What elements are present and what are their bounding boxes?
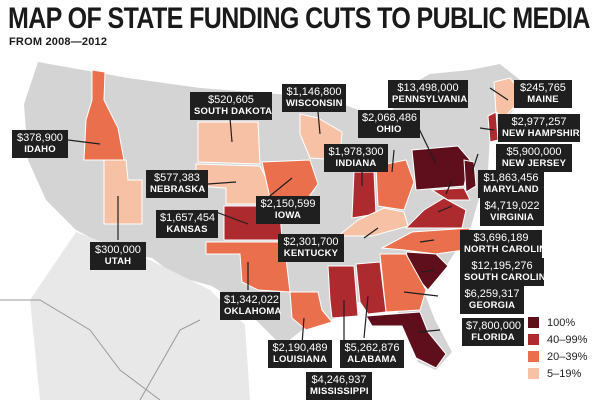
legend-swatch — [528, 317, 539, 328]
state-mississippi — [327, 265, 359, 319]
callout-pennsylvania: $13,498,000 PENNSYLVANIA — [388, 80, 468, 108]
callout-georgia: $6,259,317 GEORGIA — [460, 286, 524, 314]
state-alabama — [355, 261, 387, 315]
callout-indiana: $1,978,300 INDIANA — [324, 144, 388, 172]
legend-label: 5–19% — [547, 367, 582, 380]
legend-swatch — [528, 334, 539, 345]
callout-mississippi: $4,246,937 MISSISSIPPI — [306, 372, 372, 400]
legend-swatch — [528, 351, 539, 362]
legend-item-5-19: 5–19% — [528, 365, 587, 382]
state-virginia — [404, 197, 467, 229]
callout-idaho: $378,900 IDAHO — [12, 130, 68, 158]
state-ohio — [375, 159, 415, 211]
state-indiana — [351, 171, 377, 219]
callout-kansas: $1,657,454 KANSAS — [156, 210, 218, 238]
callout-wisconsin: $1,146,800 WISCONSIN — [282, 84, 346, 112]
legend-label: 40–99% — [547, 333, 588, 346]
legend: 100% 40–99% 20–39% 5–19% — [528, 314, 587, 382]
state-utah — [103, 159, 143, 225]
callout-new-jersey: $5,900,000 NEW JERSEY — [496, 144, 572, 172]
legend-swatch — [528, 368, 539, 379]
callout-virginia: $4,719,022 VIRGINIA — [480, 198, 544, 226]
callout-iowa: $2,150,599 IOWA — [256, 196, 320, 224]
callout-kentucky: $2,301,700 KENTUCKY — [278, 234, 344, 262]
callout-louisiana: $2,190,489 LOUISIANA — [268, 340, 332, 368]
callout-new-hampshire: $2,977,257 NEW HAMPSHIRE — [498, 114, 586, 142]
legend-item-40-99: 40–99% — [528, 331, 587, 348]
hawaii-outline — [139, 319, 201, 400]
state-kentucky — [336, 207, 409, 237]
state-louisiana — [289, 291, 333, 331]
legend-label: 100% — [547, 316, 576, 329]
legend-label: 20–39% — [547, 350, 588, 363]
mexico-land — [30, 232, 250, 400]
callout-oklahoma: $1,342,022 OKLAHOMA — [220, 292, 281, 320]
callout-maine: $245,765 MAINE — [514, 80, 572, 108]
callout-alabama: $5,262,876 ALABAMA — [340, 340, 404, 368]
state-maryland — [430, 187, 471, 201]
callout-florida: $7,800,000 FLORIDA — [462, 318, 524, 346]
leader-lines — [67, 87, 509, 368]
callout-north-carolina: $3,696,189 NORTH CAROLINA — [460, 230, 553, 258]
map-title: MAP OF STATE FUNDING CUTS TO PUBLIC MEDI… — [8, 2, 590, 36]
alaska-outline — [0, 299, 161, 400]
callout-maryland: $1,863,456 MARYLAND — [478, 170, 544, 198]
legend-item-100: 100% — [528, 314, 587, 331]
state-pennsylvania — [411, 145, 471, 191]
callout-utah: $300,000 UTAH — [90, 242, 146, 270]
map-subtitle: FROM 2008—2012 — [9, 36, 108, 48]
callout-nebraska: $577,383 NEBRASKA — [146, 170, 208, 198]
callout-south-carolina: $12,195,276 SOUTH CAROLINA — [460, 258, 553, 286]
state-new-hampshire — [487, 111, 499, 143]
callout-ohio: $2,068,486 OHIO — [358, 110, 420, 138]
callout-south-dakota: $520,605 SOUTH DAKOTA — [190, 92, 272, 120]
legend-item-20-39: 20–39% — [528, 348, 587, 365]
state-south-dakota — [197, 121, 261, 165]
state-florida — [365, 311, 447, 369]
